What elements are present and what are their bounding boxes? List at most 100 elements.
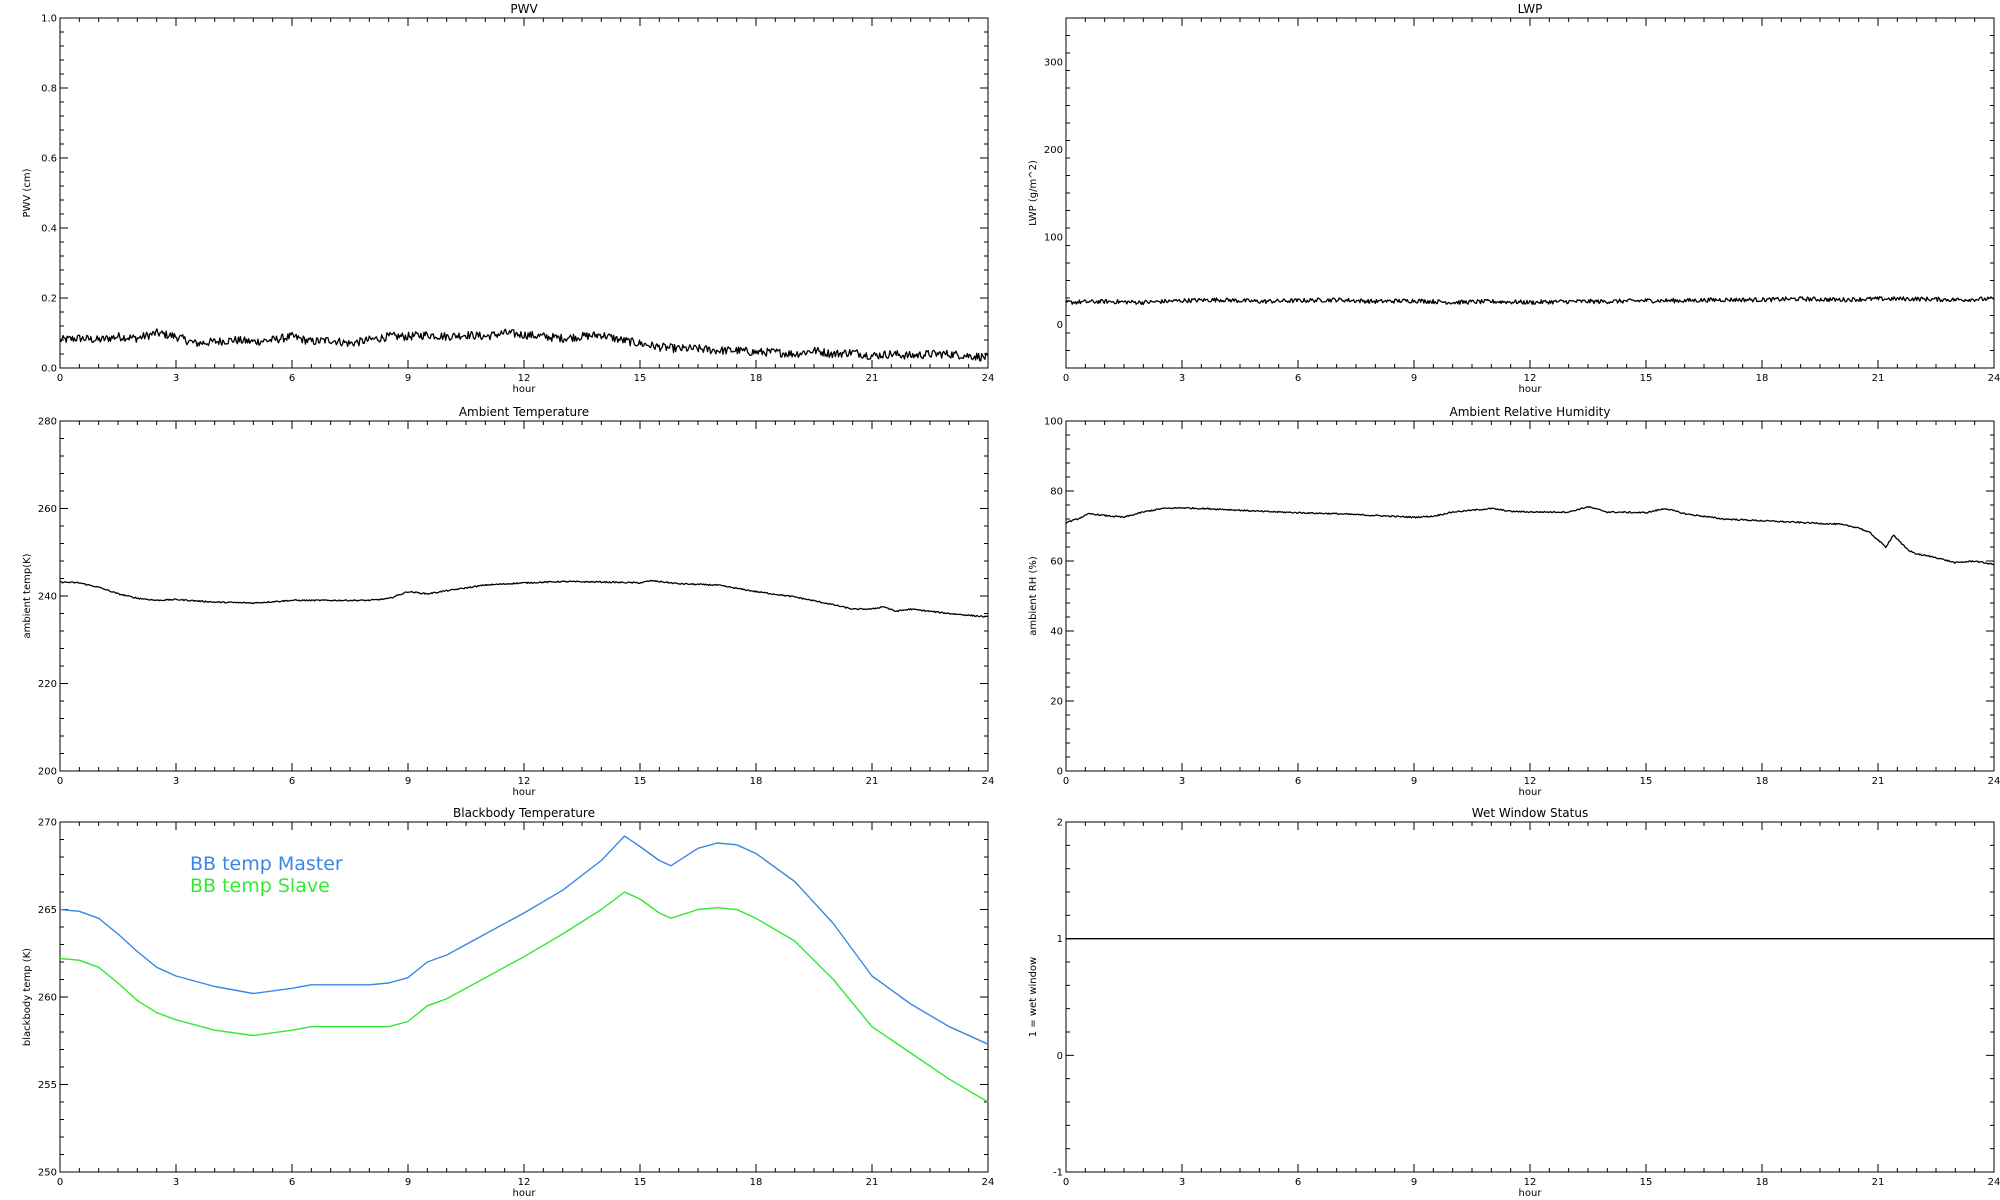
- x-axis-label: hour: [1519, 787, 1543, 798]
- y-tick-label: 200: [38, 767, 57, 778]
- x-tick-label: 18: [1756, 1177, 1769, 1188]
- legend-label: BB temp Master: [190, 853, 343, 875]
- x-tick-label: 15: [634, 373, 647, 384]
- plot-frame: [1065, 420, 1995, 772]
- x-tick-label: 24: [1988, 1177, 2000, 1188]
- chart-title: Blackbody Temperature: [453, 806, 595, 820]
- series-line-0: [1065, 296, 1995, 306]
- y-tick-label: 0.2: [41, 294, 57, 305]
- x-tick-label: 15: [1640, 373, 1653, 384]
- y-tick-label: 300: [1044, 57, 1063, 68]
- x-tick-label: 21: [1872, 1177, 1885, 1188]
- chart-title: Wet Window Status: [1472, 806, 1588, 820]
- y-tick-label: 40: [1050, 627, 1063, 638]
- series-line-0: [59, 328, 989, 362]
- x-axis-label: hour: [1519, 1188, 1543, 1199]
- y-axis-label: LWP (g/m^2): [1028, 160, 1039, 226]
- x-tick-label: 0: [57, 373, 63, 384]
- y-tick-label: 0: [1057, 767, 1063, 778]
- x-axis-label: hour: [513, 1188, 537, 1199]
- chart-title: PWV: [510, 2, 538, 16]
- x-tick-label: 21: [866, 1177, 879, 1188]
- y-tick-label: 200: [1044, 145, 1063, 156]
- x-tick-label: 6: [289, 1177, 295, 1188]
- chart-panel-2: Ambient Temperature 0 3 6 9 12 15 18 21 24 200 220 2…: [22, 405, 994, 798]
- x-axis-label: hour: [513, 384, 537, 395]
- y-tick-label: 0.0: [41, 364, 57, 375]
- x-tick-label: 0: [1063, 1177, 1069, 1188]
- y-tick-label: 260: [38, 504, 57, 515]
- x-tick-label: 9: [1411, 1177, 1417, 1188]
- x-tick-label: 0: [1063, 373, 1069, 384]
- y-tick-label: 80: [1050, 487, 1063, 498]
- plot-frame: [59, 420, 989, 772]
- series-line-0: [59, 579, 988, 618]
- x-tick-label: 24: [1988, 373, 2000, 384]
- x-tick-label: 9: [405, 1177, 411, 1188]
- x-tick-label: 6: [289, 373, 295, 384]
- chart-panel-3: Ambient Relative Humidity 0 3 6 9 12 15 18 21 24 0…: [1028, 405, 2000, 798]
- plot-frame: [1065, 17, 1995, 369]
- x-tick-label: 9: [405, 776, 411, 787]
- legend-label: BB temp Slave: [190, 875, 330, 897]
- y-tick-label: 260: [38, 993, 57, 1004]
- x-tick-label: 12: [518, 1177, 531, 1188]
- x-tick-label: 18: [750, 1177, 763, 1188]
- x-tick-label: 3: [1179, 1177, 1185, 1188]
- series-line-0: [1065, 505, 1995, 566]
- x-tick-label: 18: [750, 776, 763, 787]
- y-tick-label: 220: [38, 679, 57, 690]
- x-tick-label: 24: [1988, 776, 2000, 787]
- series-line-1: [59, 891, 989, 1103]
- chart-panel-1: LWP 0 3 6 9 12 15 18 21 24 0 100 200 300 hour LWP (g/m^…: [1028, 2, 2000, 395]
- chart-panel-4: Blackbody Temperature 0 3 6 9 12 15 18 21 24 250 25…: [22, 806, 994, 1199]
- x-tick-label: 3: [173, 1177, 179, 1188]
- x-tick-label: 24: [982, 1177, 995, 1188]
- x-tick-label: 21: [866, 776, 879, 787]
- x-tick-label: 12: [1524, 776, 1537, 787]
- x-tick-label: 15: [634, 1177, 647, 1188]
- y-tick-label: 250: [38, 1168, 57, 1179]
- x-tick-label: 18: [750, 373, 763, 384]
- x-tick-label: 18: [1756, 776, 1769, 787]
- chart-title: Ambient Temperature: [459, 405, 589, 419]
- x-tick-label: 12: [518, 373, 531, 384]
- y-axis-label: ambient temp(K): [22, 553, 33, 638]
- x-tick-label: 3: [1179, 373, 1185, 384]
- x-tick-label: 3: [173, 776, 179, 787]
- y-tick-label: 0.4: [41, 224, 57, 235]
- y-tick-label: 60: [1050, 557, 1063, 568]
- y-tick-label: 1.0: [41, 14, 57, 25]
- x-tick-label: 9: [1411, 776, 1417, 787]
- chart-title: LWP: [1518, 2, 1543, 16]
- y-axis-label: blackbody temp (K): [22, 948, 33, 1046]
- x-tick-label: 9: [405, 373, 411, 384]
- x-tick-label: 0: [57, 1177, 63, 1188]
- x-tick-label: 15: [1640, 1177, 1653, 1188]
- y-tick-label: 100: [1044, 417, 1063, 428]
- x-tick-label: 18: [1756, 373, 1769, 384]
- x-tick-label: 12: [1524, 1177, 1537, 1188]
- x-tick-label: 6: [1295, 1177, 1301, 1188]
- x-tick-label: 6: [1295, 776, 1301, 787]
- y-axis-label: ambient RH (%): [1028, 556, 1039, 636]
- y-tick-label: 255: [38, 1080, 57, 1091]
- x-tick-label: 21: [1872, 373, 1885, 384]
- x-tick-label: 15: [634, 776, 647, 787]
- plot-frame: [1065, 821, 1995, 1173]
- x-tick-label: 24: [982, 373, 995, 384]
- x-tick-label: 3: [1179, 776, 1185, 787]
- y-tick-label: 0.6: [41, 154, 57, 165]
- x-tick-label: 0: [1063, 776, 1069, 787]
- y-tick-label: 0: [1057, 320, 1063, 331]
- y-tick-label: 265: [38, 905, 57, 916]
- y-axis-label: 1 = wet window: [1028, 957, 1039, 1037]
- x-axis-label: hour: [513, 787, 537, 798]
- x-tick-label: 12: [1524, 373, 1537, 384]
- y-tick-label: 0.8: [41, 84, 57, 95]
- y-tick-label: 2: [1057, 818, 1063, 829]
- y-tick-label: 240: [38, 592, 57, 603]
- y-tick-label: 20: [1050, 697, 1063, 708]
